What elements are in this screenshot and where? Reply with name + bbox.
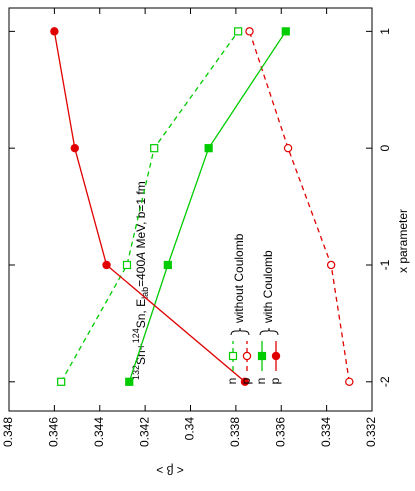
legend-brace — [259, 327, 279, 336]
marker — [228, 351, 238, 361]
x-tick-label: 0 — [378, 145, 392, 152]
y-tick-label: 0.334 — [319, 417, 333, 447]
y-tick-label: 0.348 — [1, 417, 15, 447]
y-tick-label: 0.346 — [47, 417, 61, 447]
plot-frame — [8, 7, 373, 412]
series-line — [128, 31, 287, 383]
title-part: 132 — [131, 365, 141, 380]
marker — [240, 377, 250, 386]
title-part: Sn, E — [134, 299, 148, 328]
marker — [345, 377, 354, 386]
marker — [50, 27, 59, 36]
legend-label: p — [268, 377, 282, 384]
title-part: A — [134, 252, 148, 261]
x-tick-label: 1 — [378, 28, 392, 35]
marker — [150, 144, 159, 153]
y-tick-label: 0.344 — [92, 417, 106, 447]
title-part: Sn+ — [134, 343, 148, 365]
series-line — [53, 31, 246, 383]
series-line — [60, 30, 239, 383]
marker — [163, 260, 172, 270]
x-tick-label: -2 — [378, 376, 392, 387]
marker — [281, 27, 290, 36]
y-axis-label: < β > — [156, 463, 184, 477]
x-tick-label: -1 — [378, 259, 392, 270]
marker — [234, 27, 243, 36]
title-part: =400 — [134, 260, 148, 287]
y-tick-label: 0.336 — [273, 417, 287, 447]
title-part: 124 — [131, 328, 141, 343]
legend-label: n — [225, 378, 239, 385]
legend-brace — [230, 327, 250, 336]
marker — [271, 351, 281, 361]
y-tick-label: 0.338 — [228, 417, 242, 447]
title-part: lab — [140, 287, 150, 299]
marker — [57, 377, 66, 386]
marker — [283, 143, 293, 153]
y-tick-label: 0.342 — [137, 417, 151, 447]
x-axis-label: x parameter — [396, 209, 410, 273]
marker — [125, 377, 134, 386]
legend-group-label: without Coulomb — [232, 233, 246, 324]
marker — [245, 27, 254, 36]
y-tick-label: 0.332 — [364, 417, 378, 447]
y-tick-label: 0.34 — [183, 417, 197, 441]
marker — [242, 351, 252, 361]
series-line — [248, 31, 350, 382]
marker — [257, 351, 267, 361]
marker — [122, 260, 132, 270]
marker — [326, 260, 336, 270]
legend-label: p — [239, 377, 253, 384]
legend-label: n — [254, 378, 268, 385]
marker — [102, 260, 111, 270]
chart-title: 132Sn+124Sn, Elab=400A MeV, b=1 fm — [131, 181, 150, 380]
title-part: MeV, b=1 fm — [134, 181, 148, 252]
marker — [70, 143, 79, 153]
marker — [204, 144, 213, 153]
legend-group-label: with Coulomb — [261, 250, 275, 324]
